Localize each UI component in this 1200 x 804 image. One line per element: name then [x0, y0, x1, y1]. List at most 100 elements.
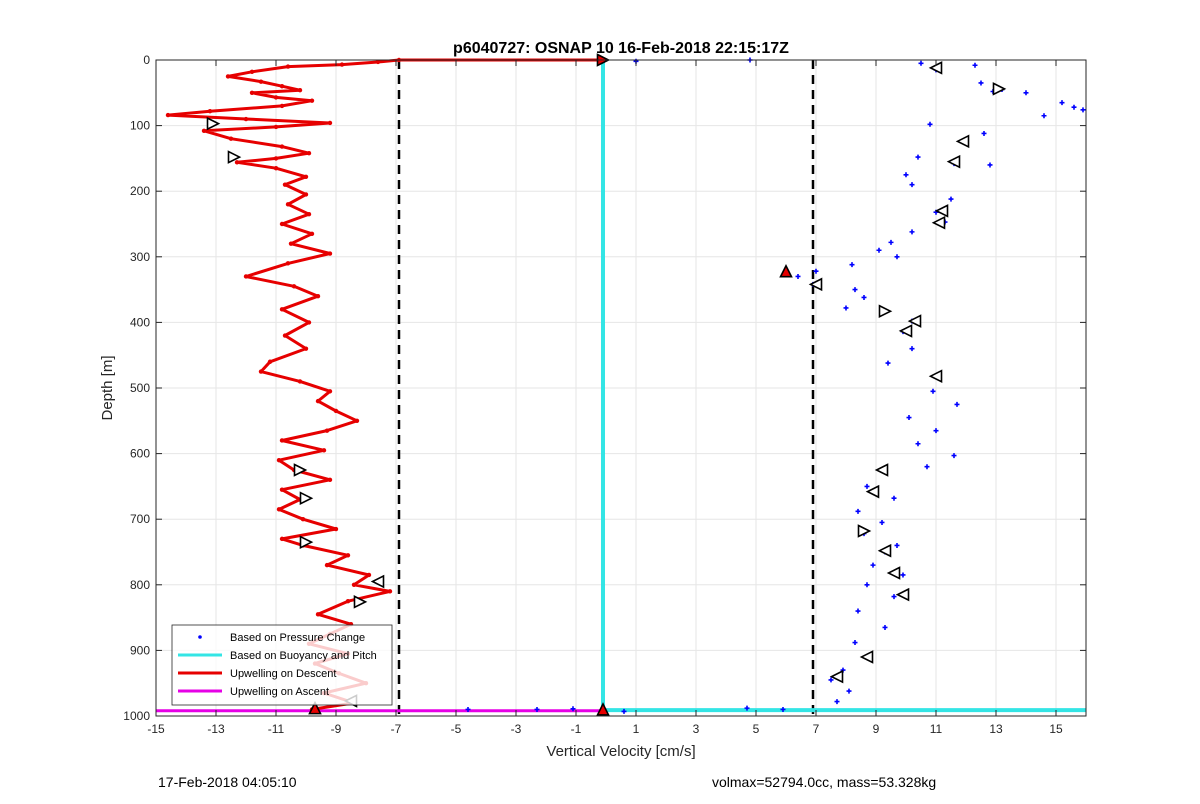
x-tick-label: -5 — [451, 722, 462, 736]
pressure-point — [855, 508, 861, 514]
pressure-point — [927, 121, 933, 127]
pressure-point — [900, 572, 906, 578]
pressure-point — [891, 495, 897, 501]
descent-point — [249, 90, 255, 96]
descent-point — [282, 333, 288, 338]
descent-point — [273, 166, 279, 171]
pressure-point — [894, 254, 900, 260]
x-tick-label: 11 — [930, 722, 943, 736]
legend-label-descent: Upwelling on Descent — [230, 668, 336, 680]
x-tick-label: -15 — [147, 722, 165, 736]
descent-point — [303, 174, 309, 179]
descent-point — [228, 136, 234, 141]
pressure-point — [828, 677, 834, 683]
pressure-point — [1041, 113, 1047, 119]
descent-point — [273, 95, 279, 100]
pressure-point — [879, 519, 885, 525]
descent-point — [282, 182, 288, 187]
descent-point — [297, 379, 303, 384]
pressure-point — [972, 62, 978, 68]
descent-point — [201, 128, 207, 134]
pressure-point — [885, 360, 891, 366]
descent-point — [165, 112, 171, 118]
pressure-point — [1059, 100, 1065, 106]
pressure-point — [933, 428, 939, 434]
triangle-marker — [206, 116, 221, 131]
descent-point — [285, 202, 291, 207]
pressure-point — [864, 483, 870, 489]
descent-point — [291, 284, 297, 289]
x-tick-label: 13 — [989, 722, 1003, 736]
descent-point — [249, 69, 255, 75]
pressure-point — [846, 688, 852, 694]
descent-point — [279, 221, 285, 227]
y-axis-label: Depth [m] — [99, 355, 116, 420]
legend-swatch-pressure — [198, 635, 202, 639]
y-tick-label: 600 — [130, 447, 150, 461]
descent-point — [279, 103, 285, 109]
y-tick-label: 1000 — [123, 709, 150, 723]
y-tick-label: 100 — [130, 119, 150, 133]
pressure-point — [903, 172, 909, 178]
descent-point — [243, 274, 249, 279]
y-tick-label: 200 — [130, 184, 150, 198]
descent-point — [297, 87, 303, 93]
pressure-point — [891, 594, 897, 600]
triangle-marker — [928, 369, 943, 383]
pressure-point — [861, 294, 867, 300]
legend-label-ascent: Upwelling on Ascent — [230, 686, 329, 698]
pressure-point — [909, 346, 915, 352]
x-tick-label: 7 — [813, 722, 820, 736]
descent-point — [327, 251, 333, 256]
chart-title: p6040727: OSNAP 10 16-Feb-2018 22:15:17Z — [453, 40, 789, 57]
pressure-point — [948, 196, 954, 202]
x-tick-label: -3 — [511, 722, 522, 736]
y-tick-label: 900 — [130, 643, 150, 657]
triangle-marker — [299, 535, 314, 549]
descent-point — [273, 124, 279, 130]
descent-point — [315, 398, 321, 404]
pressure-point — [930, 388, 936, 394]
triangle-marker — [907, 314, 922, 328]
descent-point — [279, 84, 285, 89]
descent-point — [306, 211, 312, 217]
pressure-point — [570, 706, 576, 712]
descent-point — [276, 457, 282, 463]
descent-point — [258, 79, 264, 84]
pressure-point — [843, 305, 849, 311]
descent-point — [243, 116, 249, 122]
pressure-point — [534, 706, 540, 712]
y-tick-label: 500 — [130, 381, 150, 395]
descent-point — [324, 428, 330, 433]
descent-point — [345, 599, 351, 604]
pressure-point — [849, 262, 855, 268]
descent-point — [321, 448, 327, 453]
descent-point — [276, 507, 282, 512]
pressure-point — [621, 708, 627, 714]
x-tick-label: -9 — [331, 722, 342, 736]
descent-point — [315, 612, 321, 617]
descent-point — [327, 120, 333, 126]
x-axis-label: Vertical Velocity [cm/s] — [546, 743, 695, 760]
pressure-point — [870, 562, 876, 568]
triangle-marker — [865, 484, 880, 499]
descent-point — [306, 150, 312, 156]
x-tick-label: -1 — [571, 722, 582, 736]
y-tick-label: 400 — [130, 315, 150, 329]
y-tick-label: 300 — [130, 250, 150, 264]
descent-point — [351, 582, 357, 587]
descent-point — [375, 59, 381, 65]
triangle-marker — [859, 650, 874, 664]
pressure-point — [915, 154, 921, 160]
y-tick-label: 800 — [130, 578, 150, 592]
descent-point — [306, 320, 312, 325]
triangle-marker — [308, 700, 322, 715]
descent-point — [327, 389, 333, 394]
footer-timestamp: 17-Feb-2018 04:05:10 — [158, 774, 297, 790]
triangle-marker — [370, 574, 385, 589]
pressure-point — [915, 441, 921, 447]
pressure-point — [780, 706, 786, 712]
triangle-marker — [779, 263, 793, 278]
footer-volmax-mass: volmax=52794.0cc, mass=53.328kg — [712, 774, 937, 790]
